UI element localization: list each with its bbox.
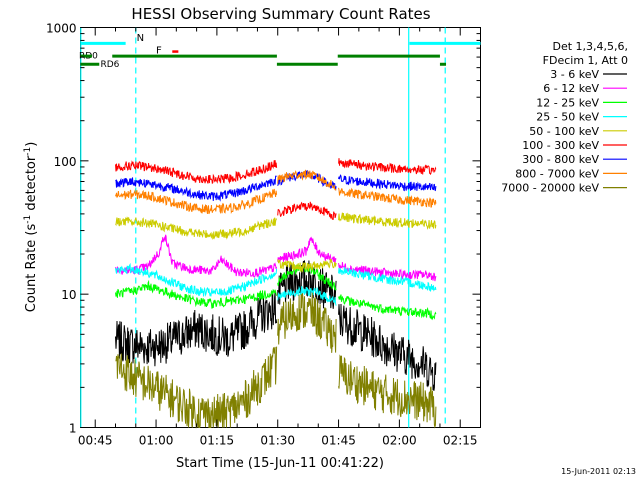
legend-label-8: 7000 - 20000 keV [501,182,599,195]
chart-title: HESSI Observing Summary Count Rates [131,5,430,23]
legend-label-0: 3 - 6 keV [550,68,599,81]
legend-label-7: 800 - 7000 keV [515,167,599,180]
legend-header-decim: FDecim 1, Att 0 [543,54,628,67]
y-tick-label-2: 100 [54,155,77,169]
series-0-segment-0 [115,291,278,367]
y-tick-label-3: 1000 [46,22,77,36]
legend-header-detectors: Det 1,3,4,5,6, [552,40,628,53]
series-7 [115,169,437,215]
series-3 [115,262,437,306]
y-axis-label: Count Rate (s-1 detector-1) [23,142,39,313]
series-1-segment-1 [277,236,337,264]
status-bars: N F RD0 RD6 [79,33,481,70]
x-tick-label-1: 01:00 [139,434,174,448]
series-7-segment-0 [115,188,278,215]
series-7-segment-1 [277,169,337,191]
series-2-segment-2 [338,294,437,321]
y-tick-label-0: 1 [69,422,77,436]
rd6-label: RD6 [100,60,119,70]
axes: 00:45 01:00 01:15 01:30 01:45 02:00 02:15 1 10 10… [46,22,481,448]
x-tick-label-0: 00:45 [78,434,113,448]
series-5-segment-1 [277,201,337,220]
series-4 [115,212,437,273]
legend-label-3: 25 - 50 keV [536,111,599,124]
legend-label-5: 100 - 300 keV [522,139,599,152]
x-tick-label-5: 02:00 [382,434,417,448]
y-tick-label-1: 10 [61,288,76,302]
series-3-segment-0 [115,262,278,297]
series-5 [115,158,437,220]
series-3-segment-2 [338,266,437,292]
night-label: N [137,33,144,44]
series-8 [115,292,437,429]
legend-label-6: 300 - 800 keV [522,153,599,166]
series-2-segment-0 [115,279,278,309]
series-4-segment-1 [277,258,337,273]
series-layer [115,158,437,429]
series-6-segment-0 [115,175,277,202]
series-1-segment-0 [115,234,278,278]
x-axis-label: Start Time (15-Jun-11 00:41:22) [176,456,384,471]
series-6-segment-2 [338,174,437,192]
x-tick-label-4: 01:45 [321,434,356,448]
x-tick-label-3: 01:30 [260,434,295,448]
series-8-segment-0 [115,346,278,429]
series-8-segment-1 [277,292,337,353]
legend-label-2: 12 - 25 keV [536,96,599,109]
x-tick-label-6: 02:15 [443,434,478,448]
legend-label-1: 6 - 12 keV [543,82,599,95]
series-3-segment-1 [277,285,337,306]
series-4-segment-2 [338,212,437,230]
flare-label: F [156,45,162,56]
timestamp: 15-Jun-2011 02:13 [561,467,636,476]
legend: Det 1,3,4,5,6, FDecim 1, Att 0 3 - 6 keV… [501,40,628,195]
series-0-segment-2 [338,303,437,391]
series-4-segment-0 [115,216,278,240]
series-7-segment-2 [338,187,437,208]
series-5-segment-2 [338,158,437,176]
x-tick-label-2: 01:15 [200,434,235,448]
series-8-segment-2 [338,354,437,429]
series-5-segment-0 [115,160,278,185]
legend-label-4: 50 - 100 keV [529,125,599,138]
